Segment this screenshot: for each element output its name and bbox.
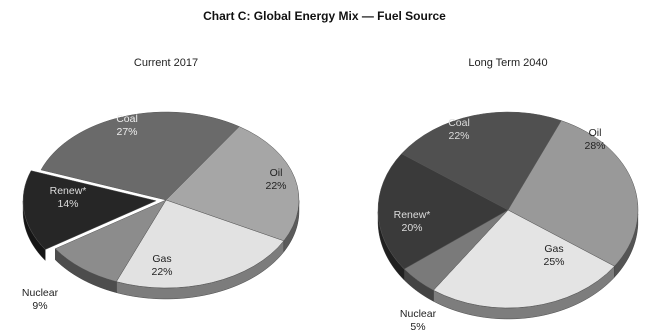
slice-name: Renew* — [50, 185, 87, 197]
slice-value: 14% — [57, 198, 78, 210]
pie-slice-coal — [401, 111, 562, 211]
pie-slice-gas — [115, 199, 285, 289]
slice-name: Renew* — [394, 209, 431, 221]
slice-value: 22% — [448, 130, 469, 142]
slice-value: 20% — [401, 222, 422, 234]
pie-slice-nuclear — [54, 199, 167, 282]
slice-name: Gas — [152, 253, 171, 265]
pie-subtitle: Current 2017 — [134, 57, 198, 69]
slice-label: Coal 22% — [448, 117, 470, 142]
chart-title: Chart C: Global Energy Mix — Fuel Source — [203, 9, 446, 23]
slice-label: Gas 25% — [543, 243, 564, 268]
slice-name: Coal — [448, 117, 470, 129]
slice-label: Nuclear 5% — [400, 308, 437, 332]
pie-long-term-2040: Long Term 2040 Coal 22% Oil 28% Gas 25% Nuclear… — [377, 57, 639, 332]
pie-slice-renew — [22, 170, 157, 250]
slice-label: Oil 28% — [584, 127, 605, 152]
slice-value: 25% — [543, 256, 564, 268]
pie-depth — [377, 211, 639, 320]
slice-label: Gas 22% — [151, 253, 172, 278]
slice-name: Coal — [116, 113, 138, 125]
slice-value: 27% — [116, 126, 137, 138]
slice-name: Gas — [544, 243, 563, 255]
slice-label: Coal 27% — [116, 113, 138, 138]
slice-value: 28% — [584, 140, 605, 152]
slice-name: Nuclear — [22, 287, 59, 299]
pie-subtitle: Long Term 2040 — [468, 57, 547, 69]
slice-value: 9% — [32, 300, 47, 312]
pie-slice-coal — [40, 111, 240, 201]
pie-slice-oil — [165, 126, 300, 242]
pie-slice-gas — [433, 209, 615, 309]
slice-value: 5% — [410, 321, 425, 332]
pie-slice-oil — [507, 120, 639, 267]
slice-name: Nuclear — [400, 308, 437, 320]
slice-name: Oil — [270, 167, 283, 179]
slice-value: 22% — [265, 180, 286, 192]
slice-label: Oil 22% — [265, 167, 286, 192]
slice-label: Renew* 14% — [50, 185, 87, 210]
slice-label: Nuclear 9% — [22, 287, 59, 312]
slice-value: 22% — [151, 266, 172, 278]
pie-slice-renew — [377, 153, 509, 270]
slice-name: Oil — [589, 127, 602, 139]
slice-label: Renew* 20% — [394, 209, 431, 234]
